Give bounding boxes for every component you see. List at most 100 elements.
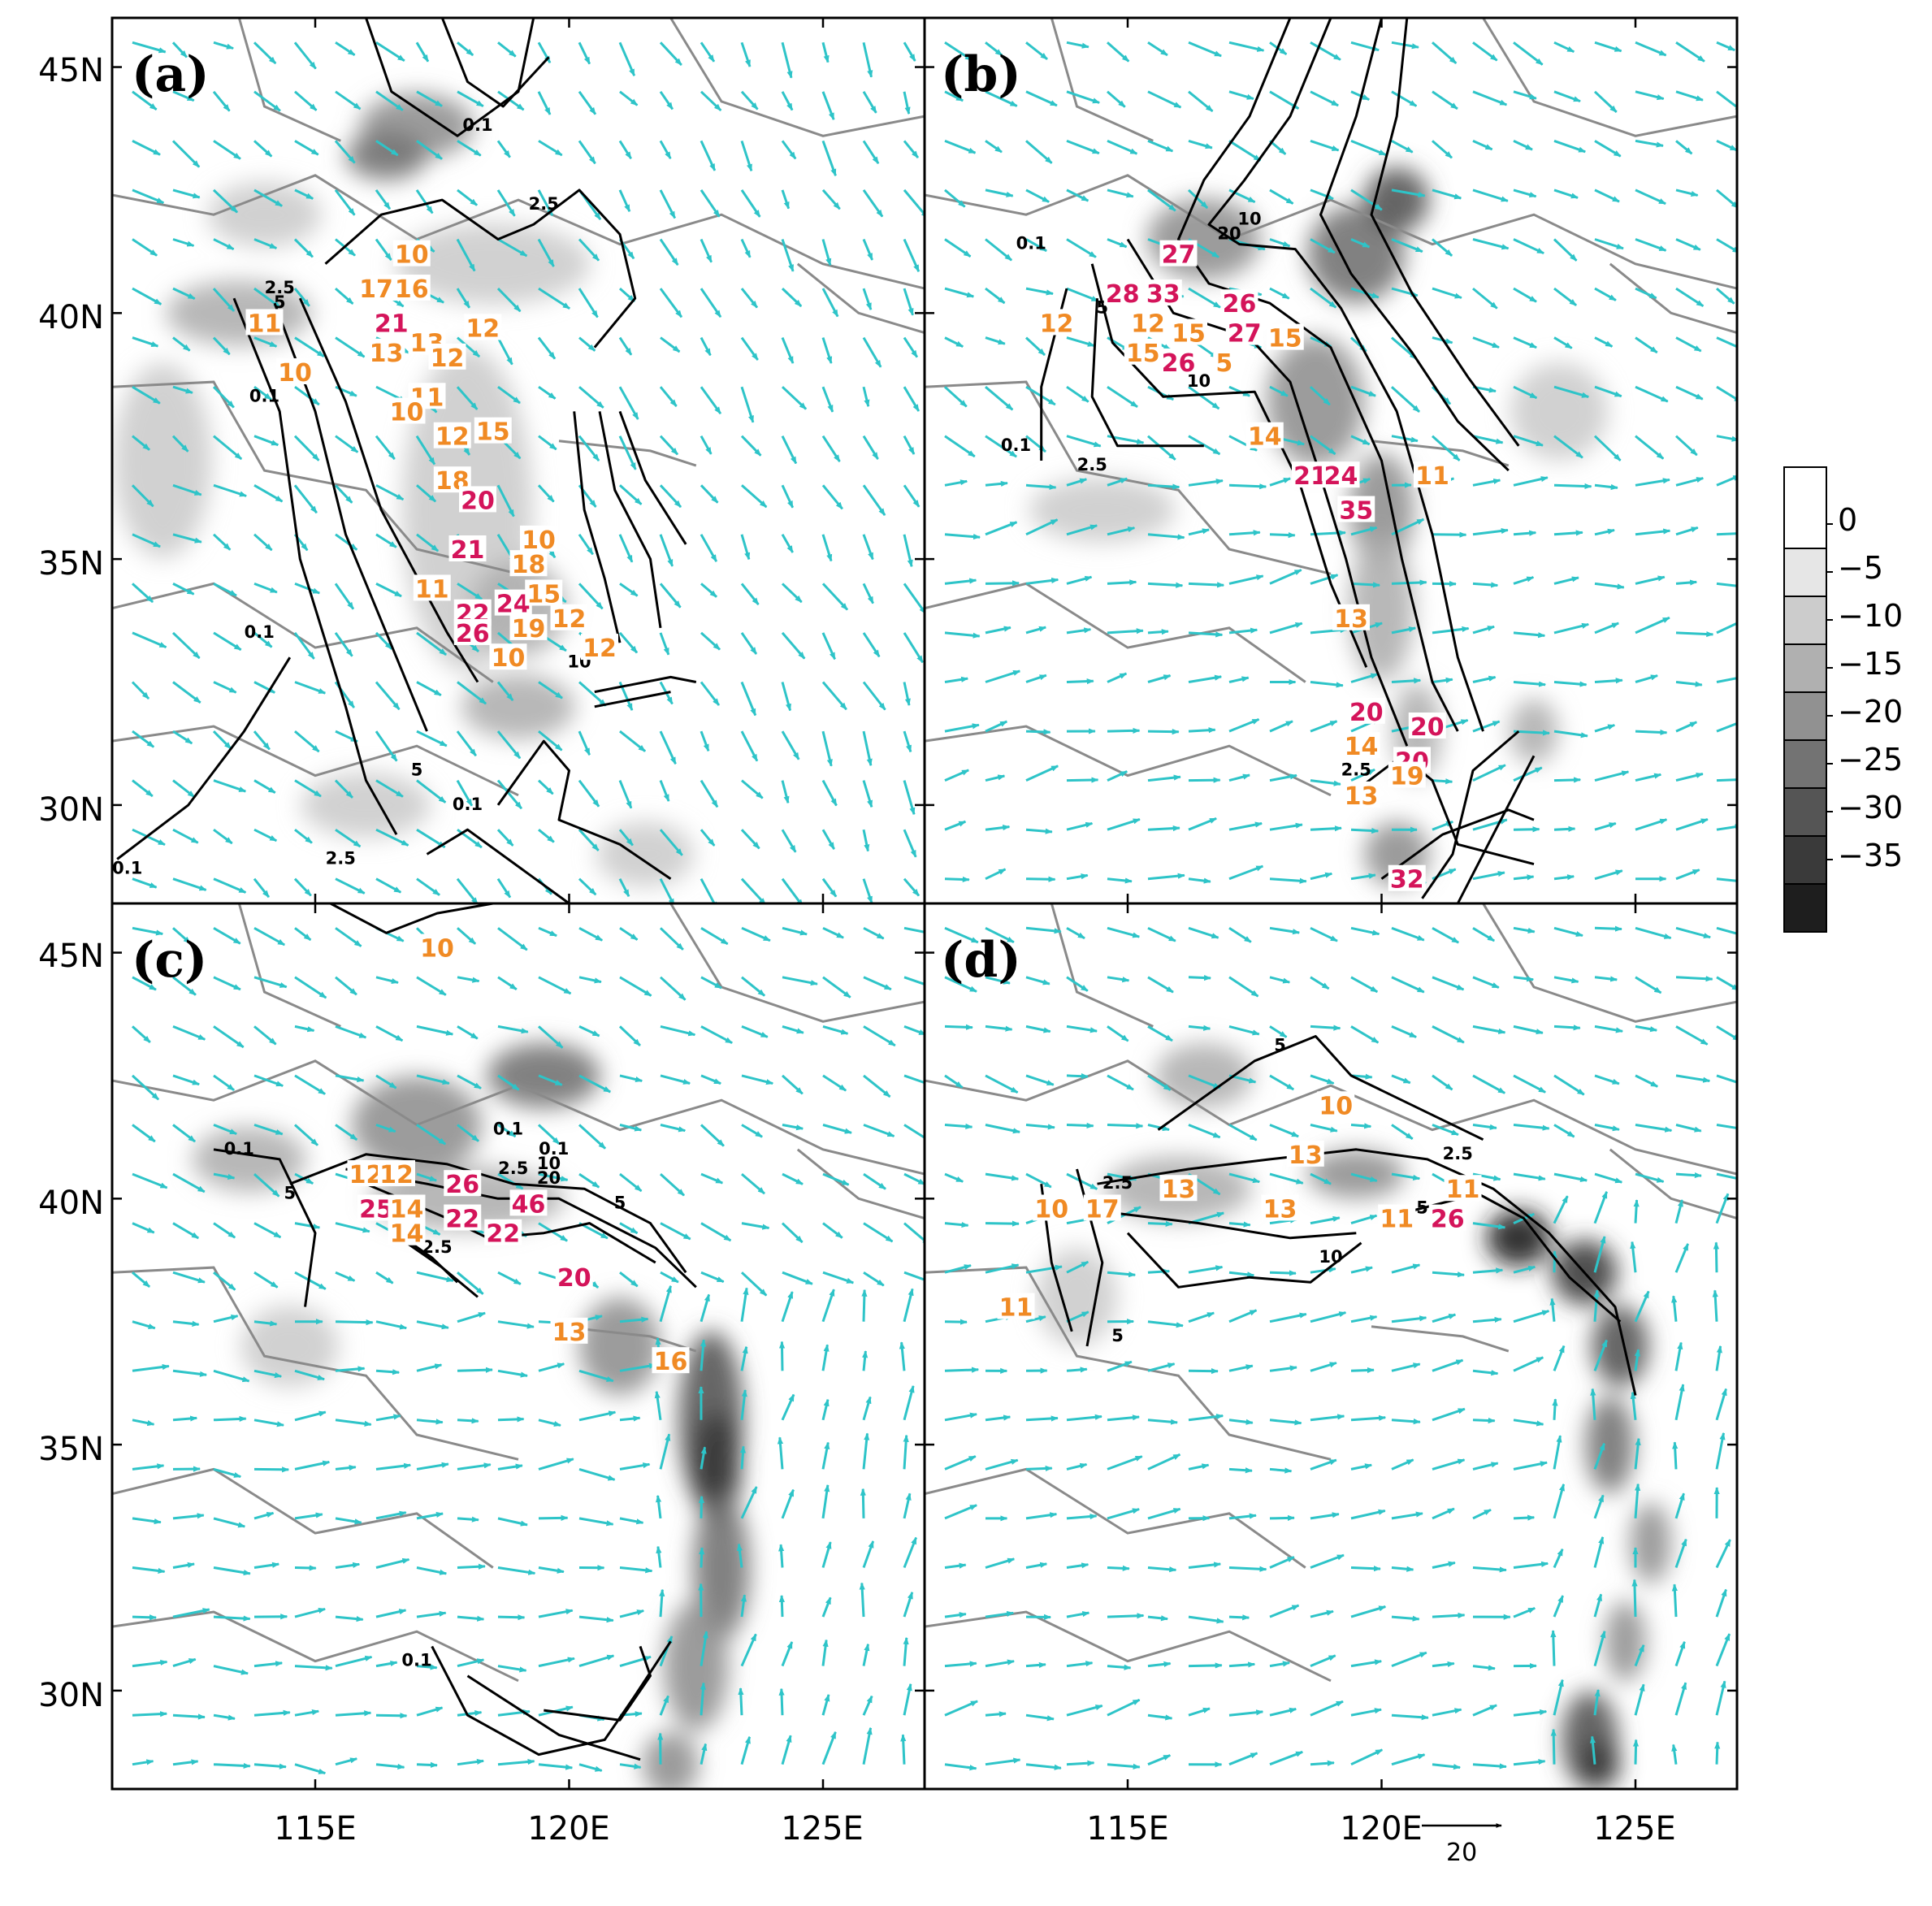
wind-arrow [985, 926, 1015, 944]
wind-arrow [1472, 927, 1495, 942]
wind-arrow [822, 976, 851, 998]
station-rain-value: 15 [1172, 320, 1206, 349]
wind-arrow [1675, 188, 1699, 197]
wind-arrow [538, 435, 557, 451]
wind-arrow [900, 1734, 907, 1765]
wind-arrow [1269, 1707, 1297, 1717]
wind-arrow [253, 730, 271, 751]
border-line [925, 725, 1332, 797]
wind-arrow [375, 583, 402, 598]
wind-arrow [1350, 582, 1380, 588]
wind-arrow [171, 435, 189, 453]
wind-arrow [253, 1466, 290, 1473]
wind-arrow [497, 1320, 535, 1329]
station-rain-value: 16 [654, 1348, 688, 1376]
wind-arrow [293, 238, 314, 258]
wind-arrow [1310, 1760, 1335, 1766]
lat-label-40n-bottom: 40N [38, 1185, 104, 1222]
wind-arrow [335, 533, 358, 551]
wind-arrow [660, 1222, 691, 1241]
lon-label-120e-right: 120E [1340, 1810, 1423, 1848]
wind-arrow [1553, 1679, 1564, 1716]
wind-arrow [1228, 1024, 1260, 1036]
wind-arrow [132, 1566, 166, 1574]
wind-arrow [1107, 926, 1141, 938]
wind-arrow [862, 829, 870, 852]
border-line [1050, 18, 1154, 142]
wind-arrow [1188, 1124, 1221, 1139]
contour-line [1355, 754, 1535, 866]
contour-label: 20 [1217, 223, 1241, 243]
wind-arrow [1147, 1362, 1176, 1372]
wind-arrow [1350, 1315, 1378, 1323]
station-rain-value: 13 [1263, 1195, 1297, 1224]
wind-arrow [985, 287, 1006, 305]
wind-arrow [1472, 1222, 1506, 1230]
wind-arrow [1269, 622, 1303, 635]
contour-label: 0.1 [1016, 234, 1046, 253]
wind-arrow [740, 632, 758, 655]
wind-arrow [1553, 1195, 1569, 1224]
wind-arrow [1391, 188, 1426, 198]
wind-arrow [1716, 622, 1737, 635]
wind-arrow [132, 1320, 156, 1330]
wind-arrow [659, 780, 670, 802]
station-rain-value: 20 [1410, 713, 1445, 742]
wind-arrow [943, 386, 968, 408]
wind-arrow [1594, 1124, 1620, 1132]
station-label-bg [550, 604, 588, 630]
wind-arrow [1712, 1289, 1718, 1322]
wind-arrow [1715, 1588, 1727, 1618]
wind-arrow [1635, 336, 1658, 354]
wind-arrow [1269, 1556, 1295, 1569]
contour-label: 10 [1187, 371, 1211, 391]
wind-arrow [253, 1124, 284, 1136]
wind-arrow [618, 1025, 641, 1046]
wind-arrow [1432, 238, 1453, 257]
wind-arrow [1432, 140, 1453, 159]
shading-blob [1605, 1601, 1646, 1683]
wind-arrow [1391, 976, 1425, 994]
wind-arrow [1228, 1709, 1264, 1717]
wind-arrow [781, 91, 794, 111]
wind-arrow [1228, 90, 1254, 101]
colorbar-tick-label: −30 [1838, 790, 1903, 825]
wind-arrow [1188, 528, 1210, 536]
wind-arrow [1310, 926, 1338, 942]
wind-arrow [619, 1517, 644, 1525]
wind-arrow [700, 1222, 732, 1242]
wind-arrow [781, 435, 798, 465]
wind-arrow [416, 90, 443, 107]
wind-arrow [1553, 483, 1592, 490]
wind-arrow [659, 435, 679, 456]
wind-arrow [335, 1710, 372, 1717]
wind-arrow [416, 976, 447, 996]
wind-arrow [1025, 729, 1051, 735]
shading-blob [663, 1601, 729, 1731]
lat-label-40n-top: 40N [38, 299, 104, 336]
wind-arrow [294, 927, 312, 942]
wind-arrow [578, 1025, 600, 1037]
wind-arrow [213, 1415, 247, 1423]
wind-arrow [700, 90, 722, 111]
station-label-bg [1317, 1091, 1355, 1118]
wind-arrow [1513, 90, 1537, 100]
wind-arrow [1594, 140, 1622, 158]
wind-arrow [335, 1419, 372, 1427]
wind-arrow [985, 1557, 1016, 1569]
station-label-bg [1083, 1194, 1121, 1221]
wind-arrow [1350, 976, 1379, 994]
contour-line [426, 828, 570, 903]
station-label-bg [1342, 781, 1380, 808]
wind-arrow [293, 484, 318, 514]
wind-arrow [1716, 1172, 1737, 1180]
wind-arrow [578, 1369, 614, 1383]
wind-arrow [1310, 1311, 1347, 1323]
wind-arrow [944, 976, 977, 993]
wind-arrow [1472, 188, 1509, 202]
wind-arrow [619, 730, 647, 752]
wind-arrow [1228, 483, 1267, 490]
precip-contours [1040, 1035, 1637, 1396]
wind-arrow [740, 189, 761, 218]
